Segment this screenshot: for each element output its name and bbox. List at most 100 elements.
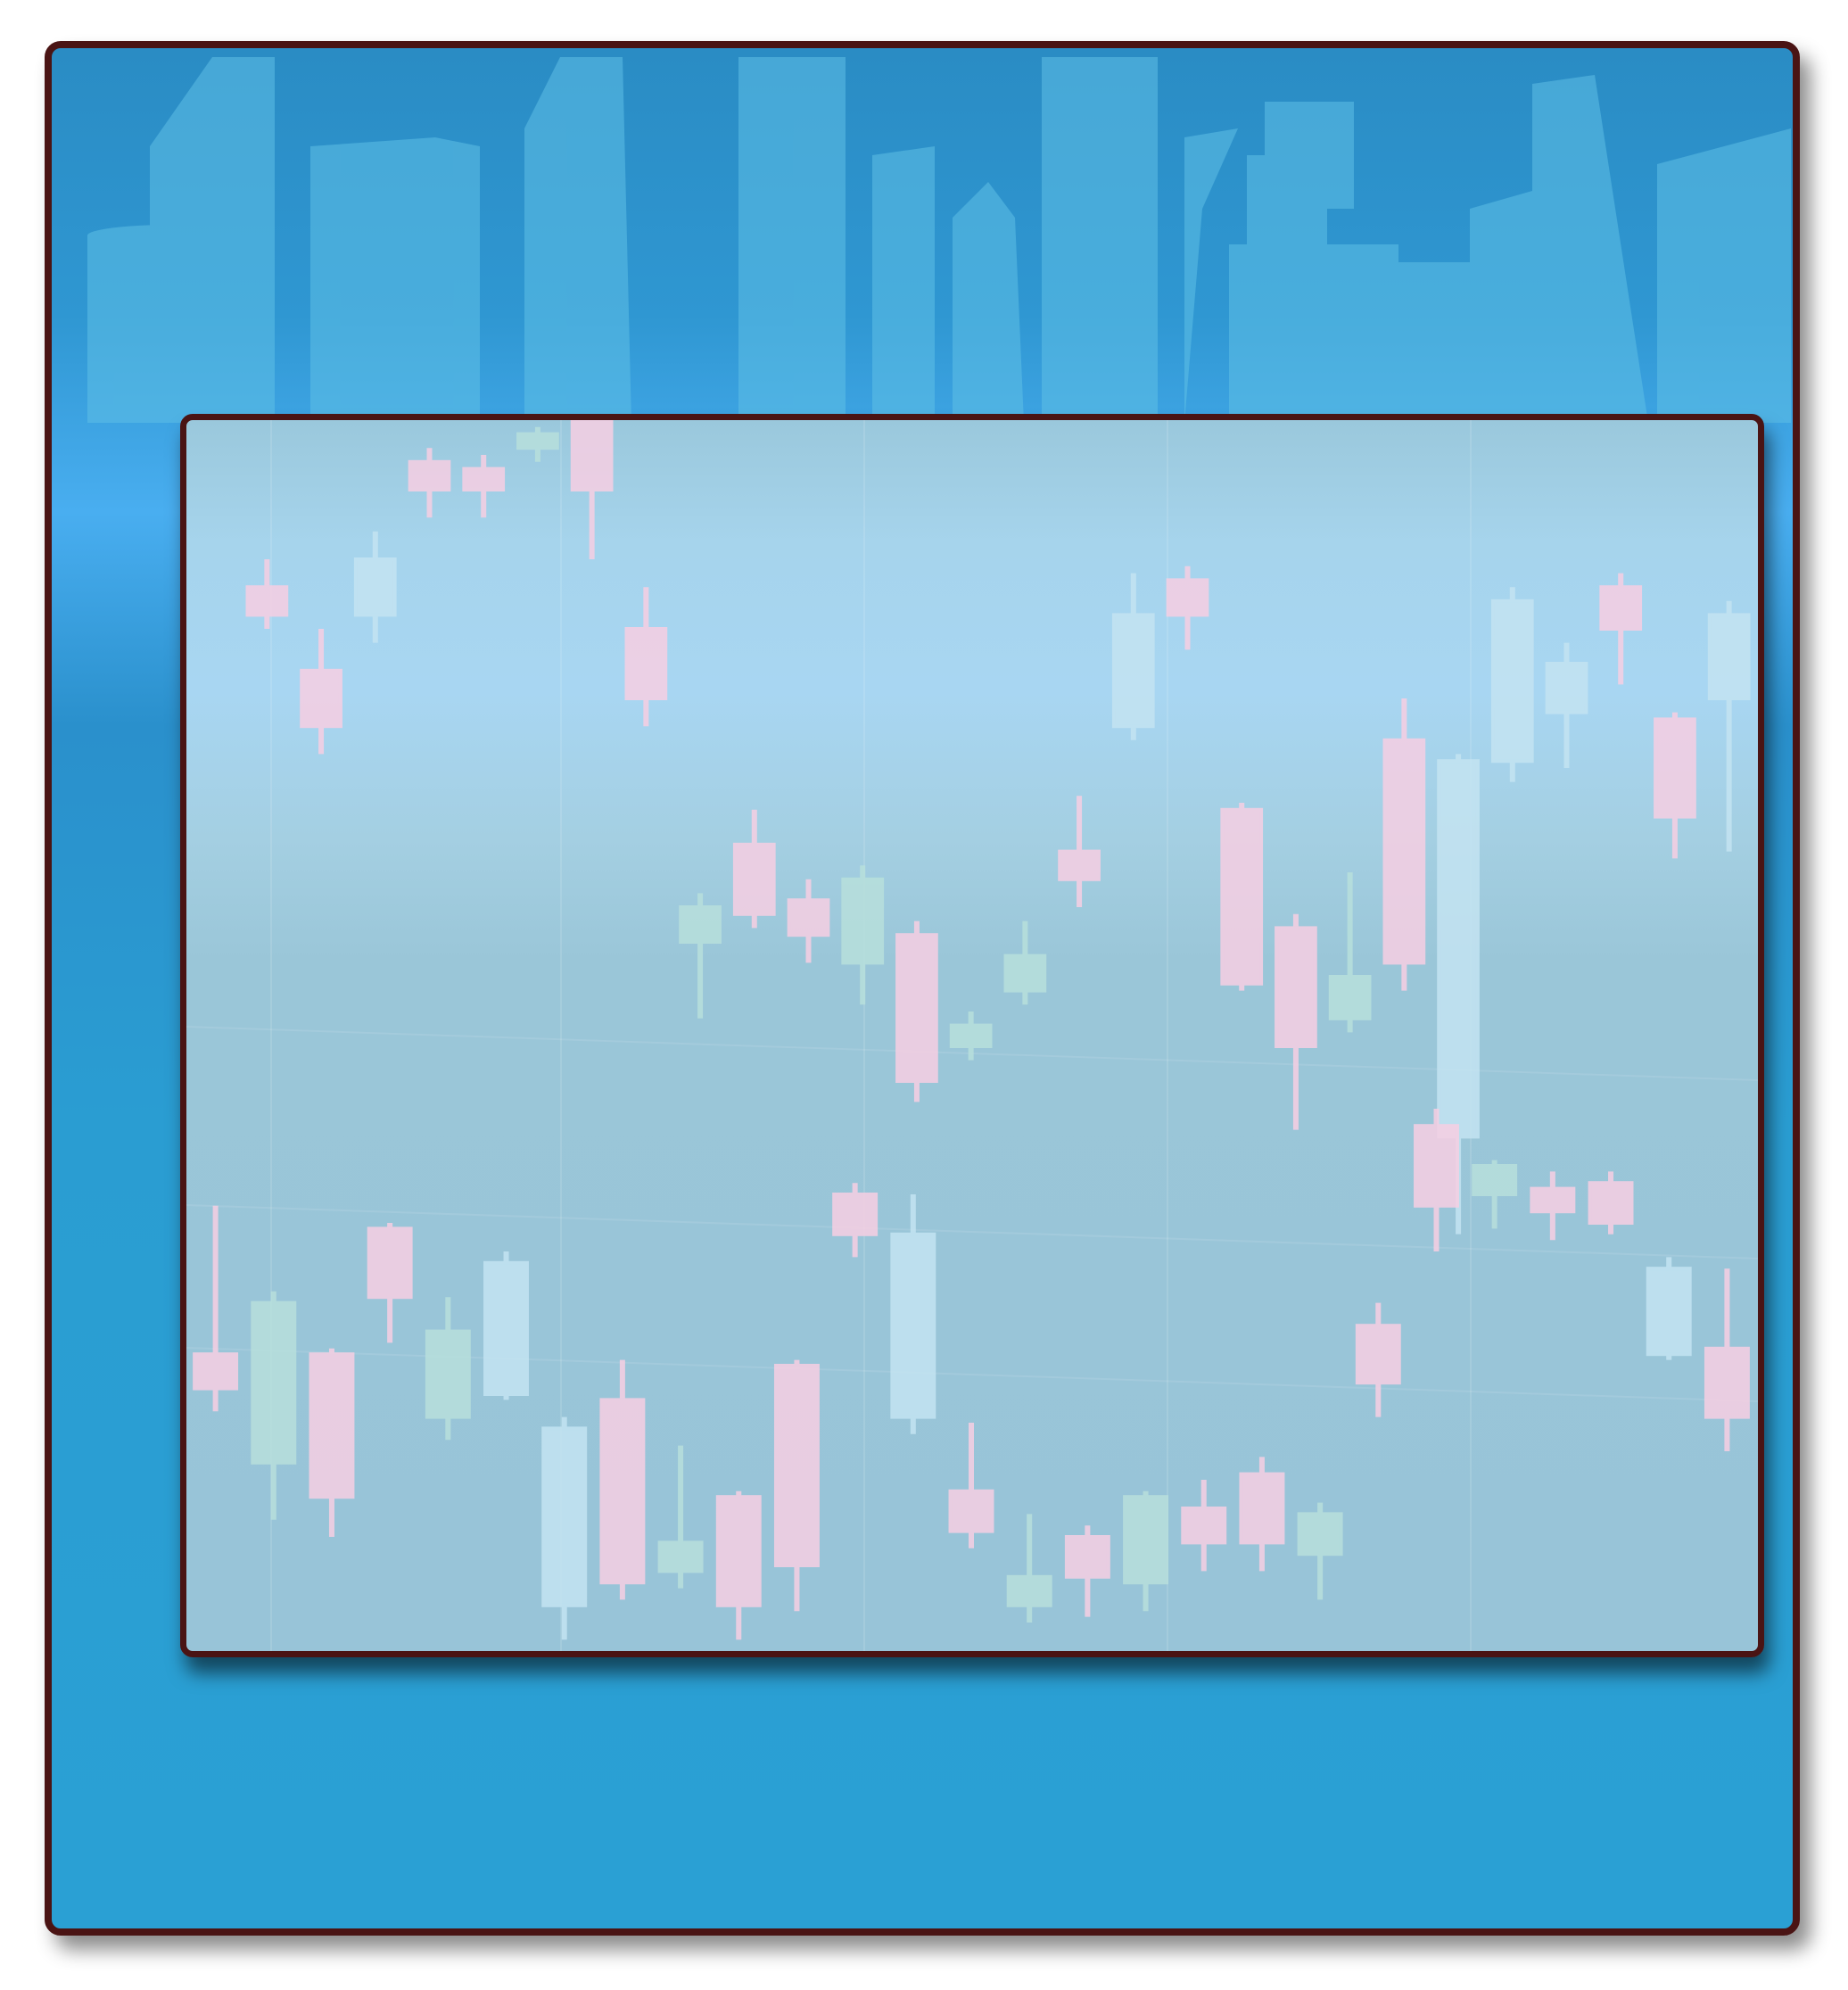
candle [1006,1514,1052,1623]
building [1229,244,1398,423]
candle [483,1251,529,1400]
candle-body [1646,1267,1692,1357]
candle [300,629,342,755]
candle [1704,1268,1750,1451]
building [310,137,480,423]
candle [841,865,885,1005]
candle-body [309,1352,355,1499]
candle [1123,1490,1169,1612]
candle-body [1490,599,1534,764]
candle [1530,1171,1576,1241]
chart-panel [180,414,1764,1657]
candle-body [1530,1186,1576,1214]
candle-body [1123,1495,1169,1585]
candle [1297,1502,1343,1600]
candle-body [1006,1574,1052,1607]
candlestick-series [193,420,1751,1640]
building [524,57,631,423]
candle [1707,600,1751,852]
candle-body [832,1193,879,1236]
candle [657,1445,704,1589]
candle [773,1359,820,1612]
candle-body [657,1540,704,1573]
candle-body [1654,717,1696,819]
candle [1588,1171,1634,1234]
candle [1599,573,1643,685]
candle [1111,573,1155,740]
candle-body [773,1364,820,1567]
candle [832,1183,879,1258]
candle [541,1416,588,1640]
candle [1382,698,1426,991]
candle-body [1704,1346,1750,1419]
candle-body [948,1489,994,1533]
candle [462,455,506,518]
candle-body [1472,1164,1518,1196]
candle [1654,712,1696,859]
building [872,146,935,423]
candle-body [890,1232,936,1419]
candle-body [1414,1124,1459,1208]
candle [715,1490,762,1640]
candle-body [1599,585,1643,631]
candle-body [1058,849,1101,881]
candle-body [949,1023,993,1048]
candle-body [1111,613,1155,729]
candle-body [1382,738,1426,965]
building [1184,128,1238,423]
candle [1545,642,1588,768]
building [953,182,1024,423]
candle-body [408,459,451,491]
candle-body [516,432,559,450]
candle [890,1194,936,1434]
candle [895,921,938,1102]
candle-body [300,668,342,729]
candle [353,531,397,643]
candle [949,1012,993,1061]
candle [1490,587,1534,782]
skyline-buildings [87,57,1791,423]
candle-body [1064,1535,1110,1579]
candle-body [193,1352,239,1391]
candle-body [841,877,885,965]
building [1657,128,1791,423]
candle [1181,1480,1227,1572]
grid-line [186,1204,1758,1259]
candle-body [251,1301,297,1465]
candle-body [1297,1512,1343,1556]
candle [516,426,559,462]
candle-body [1707,613,1751,700]
candle [1355,1302,1401,1417]
candle [679,893,722,1019]
candle [1414,1109,1459,1251]
candle-body [245,585,289,617]
candle-body [462,467,506,491]
candle [599,1359,646,1600]
candle-body [541,1426,588,1607]
candlestick-backdrop [186,420,1758,1651]
candle [1328,872,1372,1033]
building [738,57,846,423]
candle-body [1355,1324,1401,1385]
building [1265,102,1354,209]
candle [624,587,668,727]
candle-body [732,842,776,916]
candle [251,1291,297,1520]
candle [1220,803,1264,991]
candle-body [1239,1472,1285,1545]
candle [1239,1457,1285,1572]
candle-body [679,905,722,944]
candle-body [1588,1181,1634,1226]
candle-body [624,627,668,700]
building [1532,75,1648,423]
candle-body [715,1495,762,1607]
candle-body [425,1329,471,1419]
candle-body [353,557,397,617]
candle [732,809,776,929]
candle-body [1181,1507,1227,1545]
candle-body [599,1398,646,1585]
candle [1275,913,1317,1130]
candle-body [1328,975,1372,1020]
candle-body [1220,807,1264,986]
candle [193,1205,239,1412]
